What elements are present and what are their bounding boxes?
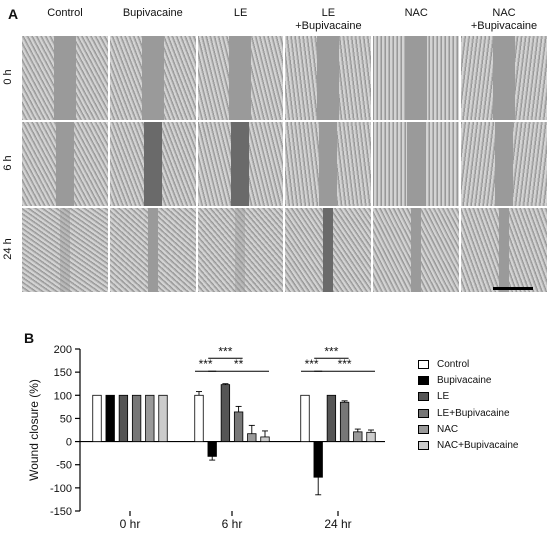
significance-label: ***: [338, 357, 352, 371]
bar: [353, 431, 363, 442]
bar: [92, 394, 102, 442]
legend-swatch: [418, 392, 429, 402]
legend-label: NAC+Bupivacaine: [437, 440, 519, 452]
micrograph-tile: [285, 36, 372, 120]
micrograph-tile: [22, 122, 108, 206]
significance-label: ***: [324, 344, 338, 358]
micrograph-tile: [22, 208, 108, 292]
bar: [194, 394, 204, 442]
column-label: Control: [47, 7, 83, 19]
column-label: LE: [233, 7, 248, 19]
significance-label: **: [234, 357, 244, 371]
legend-item: Bupivacaine: [418, 372, 518, 388]
row-label: 24 h: [2, 238, 14, 260]
legend-item: LE+Bupivacaine: [418, 405, 518, 421]
scale-bar: [493, 287, 533, 290]
y-tick-label: 150: [54, 367, 72, 379]
panel-a-label: A: [8, 6, 19, 22]
y-tick-label: -50: [56, 460, 72, 472]
micrograph-tile: [109, 122, 196, 206]
bar: [339, 401, 350, 442]
legend-label: NAC: [437, 423, 459, 435]
bar: [326, 394, 337, 442]
chart-legend: Control Bupivacaine LE LE+Bupivacaine NAC NAC…: [418, 356, 518, 454]
micrograph-tile: [373, 208, 459, 292]
legend-item: NAC+Bupivacaine: [418, 437, 518, 453]
y-tick-label: 50: [60, 413, 72, 425]
legend-item: NAC: [418, 421, 518, 437]
micrograph-tile: [461, 208, 547, 292]
micrograph-tile: [22, 36, 108, 120]
legend-item: Control: [418, 356, 518, 372]
legend-swatch: [418, 375, 429, 385]
bar: [233, 411, 244, 442]
significance-label: ***: [218, 344, 232, 358]
bar: [131, 394, 142, 442]
micrograph-tile: [109, 208, 196, 292]
bar: [158, 394, 168, 442]
bar: [118, 394, 129, 442]
legend-swatch: [418, 408, 429, 418]
row-label: 0 h: [2, 69, 14, 85]
bar: [220, 384, 231, 442]
legend-item: LE: [418, 389, 518, 405]
column-label: Bupivacaine: [122, 7, 183, 19]
bar: [313, 441, 323, 478]
panel-b-label: B: [24, 330, 35, 346]
bar: [366, 431, 376, 442]
legend-label: LE+Bupivacaine: [437, 407, 510, 419]
legend-swatch: [418, 424, 429, 434]
column-label: NAC +Bupivacaine: [470, 7, 538, 32]
bar: [145, 394, 155, 442]
y-tick-label: 200: [54, 344, 72, 356]
bar: [247, 433, 257, 442]
y-tick-label: 100: [54, 390, 72, 402]
column-label: LE +Bupivacaine: [295, 7, 362, 32]
x-tick-label: 6 hr: [222, 517, 243, 531]
micrograph-tile: [197, 122, 284, 206]
y-tick-label: -100: [50, 483, 72, 495]
micrograph-tile: [373, 36, 459, 120]
legend-swatch: [418, 359, 429, 369]
column-label: NAC: [404, 7, 428, 19]
legend-swatch: [418, 441, 429, 451]
bar: [300, 394, 310, 442]
legend-label: Bupivacaine: [437, 374, 492, 386]
x-tick-label: 0 hr: [120, 517, 141, 531]
micrograph-tile: [373, 122, 459, 206]
y-tick-label: 0: [66, 437, 72, 449]
micrograph-tile: [285, 122, 372, 206]
x-tick-label: 24 hr: [324, 517, 351, 531]
micrograph-tile: [197, 208, 284, 292]
y-tick-label: -150: [50, 506, 72, 518]
micrograph-tile: [461, 122, 547, 206]
legend-label: LE: [437, 391, 450, 403]
micrograph-tile: [197, 36, 284, 120]
y-axis-label: Wound closure (%): [27, 379, 41, 481]
legend-label: Control: [437, 358, 470, 370]
bar: [260, 436, 270, 442]
bar: [105, 394, 115, 442]
micrograph-tile: [461, 36, 547, 120]
micrograph-tile: [109, 36, 196, 120]
significance-label: ***: [305, 357, 319, 371]
significance-label: ***: [199, 357, 213, 371]
micrograph-tile: [285, 208, 372, 292]
bar: [207, 441, 217, 457]
row-label: 6 h: [2, 155, 14, 171]
